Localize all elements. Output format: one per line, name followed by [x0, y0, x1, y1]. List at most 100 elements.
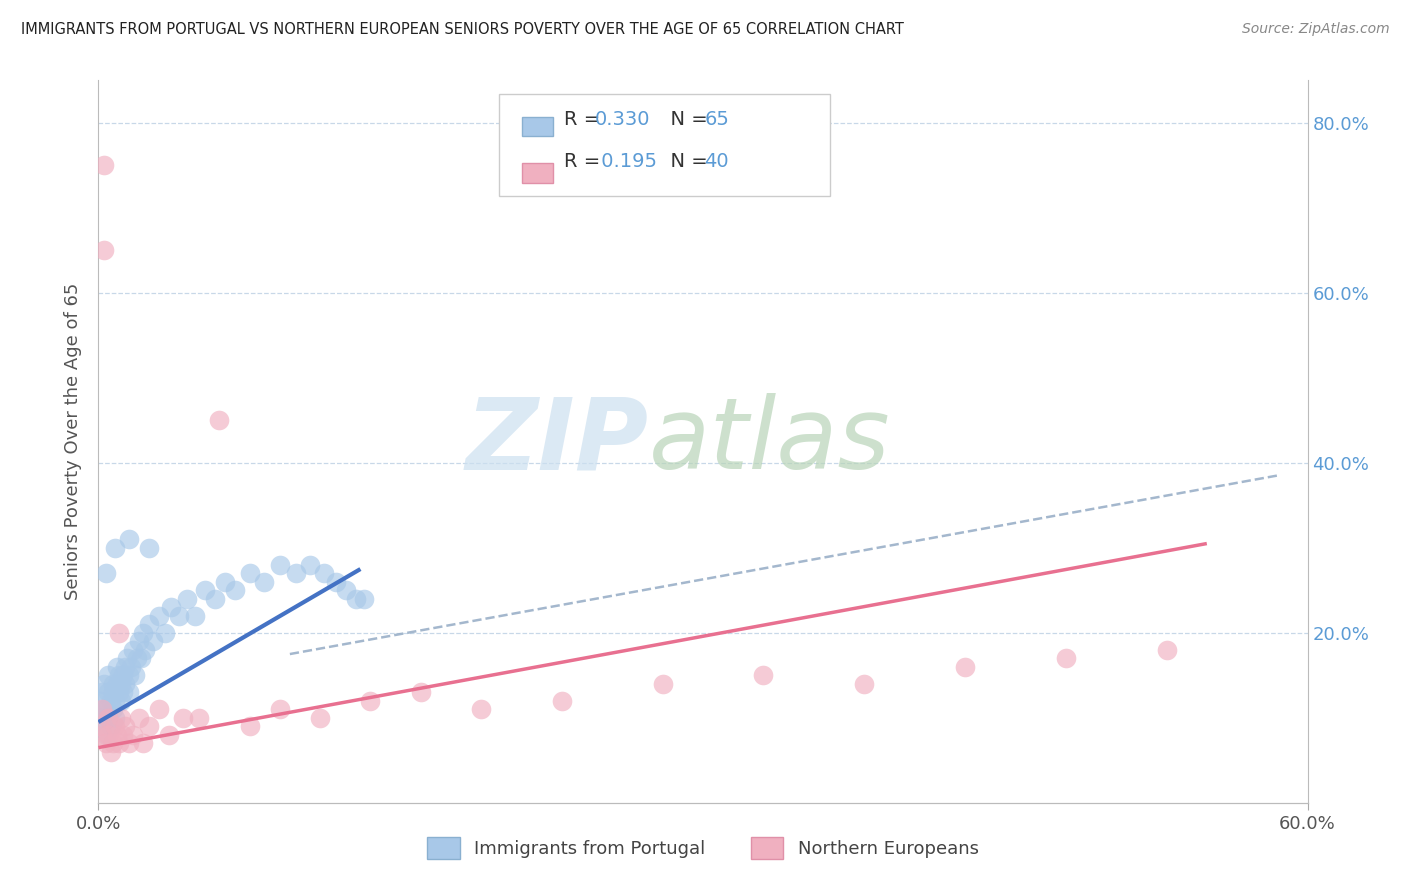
- Point: [93, 702, 115, 716]
- Text: Source: ZipAtlas.com: Source: ZipAtlas.com: [1241, 22, 1389, 37]
- Point: [107, 685, 129, 699]
- Point: [105, 677, 128, 691]
- Point: [105, 728, 128, 742]
- Point: [253, 574, 276, 589]
- Point: [176, 591, 198, 606]
- Text: 0.195: 0.195: [595, 152, 657, 170]
- Point: [91, 728, 114, 742]
- Point: [107, 668, 129, 682]
- Point: [118, 668, 141, 682]
- Legend: Immigrants from Portugal, Northern Europeans: Immigrants from Portugal, Northern Europ…: [420, 830, 986, 866]
- Point: [100, 694, 122, 708]
- Point: [335, 583, 357, 598]
- Y-axis label: Seniors Poverty Over the Age of 65: Seniors Poverty Over the Age of 65: [65, 283, 83, 600]
- Point: [118, 685, 141, 699]
- Point: [114, 660, 136, 674]
- Text: atlas: atlas: [648, 393, 890, 490]
- Point: [651, 677, 673, 691]
- Point: [103, 694, 125, 708]
- Point: [129, 651, 152, 665]
- Point: [470, 702, 492, 716]
- Point: [239, 719, 262, 733]
- Point: [314, 566, 336, 581]
- Point: [121, 728, 143, 742]
- Point: [138, 719, 160, 733]
- Point: [752, 668, 775, 682]
- Point: [239, 566, 262, 581]
- Text: ZIP: ZIP: [465, 393, 648, 490]
- Point: [142, 634, 165, 648]
- Point: [111, 728, 134, 742]
- Point: [107, 736, 129, 750]
- Point: [96, 566, 118, 581]
- Text: N =: N =: [658, 152, 714, 170]
- Text: 0.330: 0.330: [595, 110, 650, 128]
- Point: [89, 711, 111, 725]
- Point: [100, 719, 122, 733]
- Point: [194, 583, 217, 598]
- Text: 65: 65: [704, 110, 730, 128]
- Point: [100, 745, 122, 759]
- Point: [97, 711, 120, 725]
- Point: [120, 660, 142, 674]
- Point: [157, 728, 180, 742]
- Point: [96, 736, 118, 750]
- Point: [111, 685, 134, 699]
- Point: [114, 677, 136, 691]
- Point: [269, 558, 291, 572]
- Text: R =: R =: [564, 110, 606, 128]
- Point: [96, 702, 118, 716]
- Point: [132, 625, 155, 640]
- Point: [853, 677, 876, 691]
- Point: [101, 702, 124, 716]
- Point: [409, 685, 432, 699]
- Point: [89, 694, 111, 708]
- Point: [111, 668, 134, 682]
- Point: [167, 608, 190, 623]
- Point: [1156, 642, 1178, 657]
- Point: [138, 617, 160, 632]
- Point: [299, 558, 322, 572]
- Point: [97, 668, 120, 682]
- Point: [214, 574, 236, 589]
- Point: [121, 642, 143, 657]
- Point: [1054, 651, 1077, 665]
- Point: [309, 711, 332, 725]
- Point: [138, 541, 160, 555]
- Point: [97, 711, 120, 725]
- Point: [125, 651, 148, 665]
- Point: [224, 583, 246, 598]
- Point: [93, 158, 115, 172]
- Point: [91, 685, 114, 699]
- Point: [105, 660, 128, 674]
- Point: [204, 591, 226, 606]
- Point: [103, 541, 125, 555]
- Point: [128, 711, 150, 725]
- Point: [134, 642, 156, 657]
- Point: [91, 702, 114, 716]
- Point: [110, 694, 132, 708]
- Point: [110, 711, 132, 725]
- Point: [96, 728, 118, 742]
- Point: [101, 736, 124, 750]
- Point: [115, 651, 138, 665]
- Point: [160, 600, 183, 615]
- Point: [953, 660, 976, 674]
- Point: [353, 591, 375, 606]
- Point: [360, 694, 382, 708]
- Point: [107, 625, 129, 640]
- Point: [128, 634, 150, 648]
- Point: [208, 413, 231, 427]
- Point: [97, 685, 120, 699]
- Point: [91, 719, 114, 733]
- Point: [188, 711, 211, 725]
- Text: IMMIGRANTS FROM PORTUGAL VS NORTHERN EUROPEAN SENIORS POVERTY OVER THE AGE OF 65: IMMIGRANTS FROM PORTUGAL VS NORTHERN EUR…: [21, 22, 904, 37]
- Point: [148, 702, 170, 716]
- Point: [97, 728, 120, 742]
- Text: 40: 40: [704, 152, 730, 170]
- Point: [184, 608, 207, 623]
- Point: [325, 574, 347, 589]
- Point: [110, 677, 132, 691]
- Point: [93, 244, 115, 258]
- Point: [114, 719, 136, 733]
